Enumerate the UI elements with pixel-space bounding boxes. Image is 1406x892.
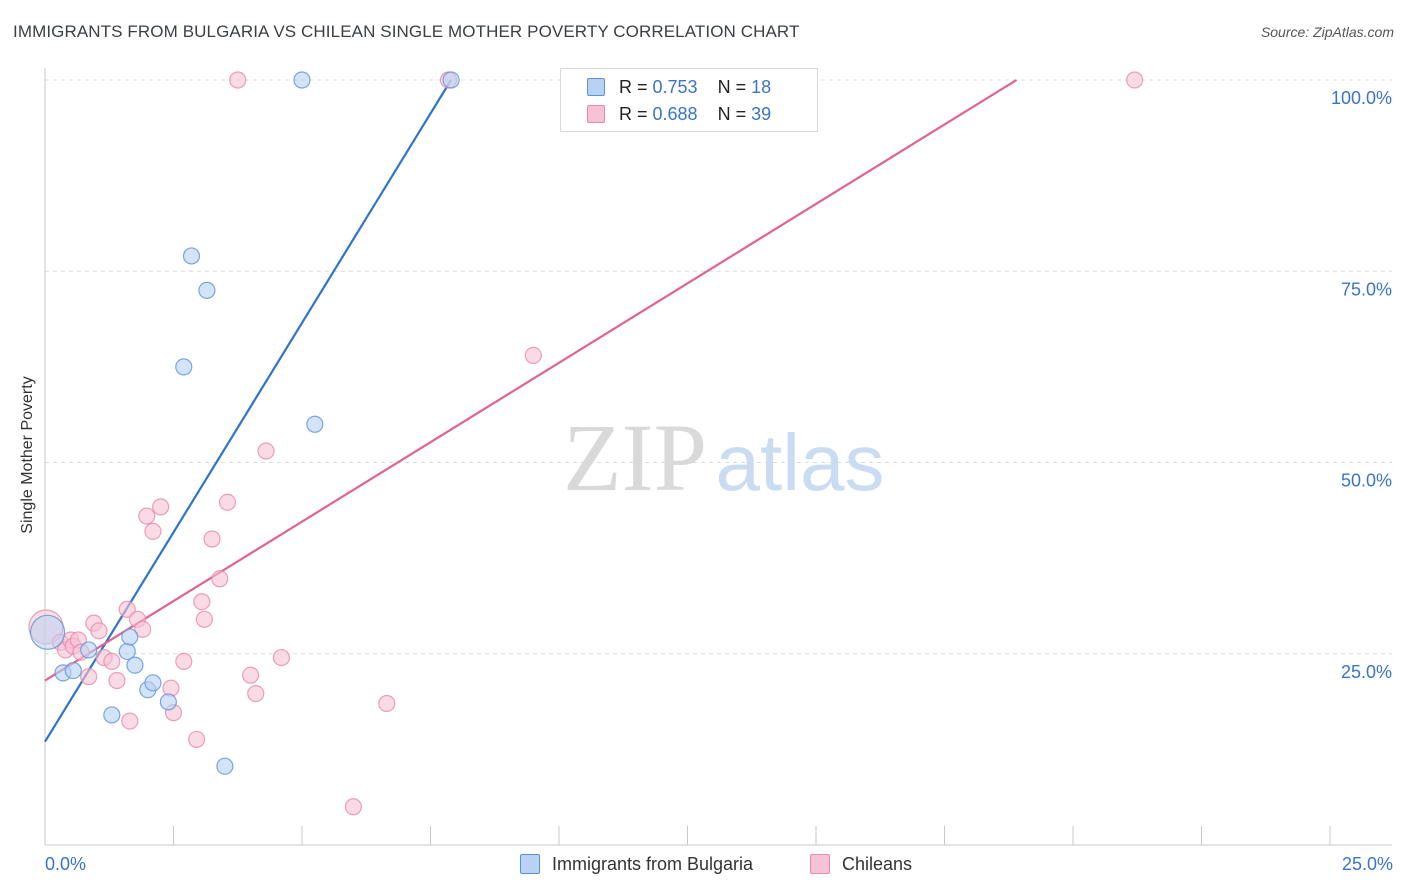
legend-swatch-pink (587, 105, 605, 123)
point-bulgaria (442, 71, 460, 89)
r-value-chileans: 0.688 (652, 103, 698, 124)
trend-line-chileans (44, 79, 1018, 682)
watermark-atlas: atlas (716, 418, 885, 507)
trend-line-bulgaria (44, 79, 452, 743)
point-chileans (218, 493, 237, 511)
point-bulgaria (126, 656, 144, 674)
point-chileans (80, 668, 98, 686)
point-chileans (203, 530, 221, 548)
bottom-legend-bulgaria: Immigrants from Bulgaria (520, 852, 753, 876)
point-chileans (272, 648, 291, 667)
point-chileans (118, 600, 136, 618)
point-bulgaria (175, 358, 193, 376)
point-bulgaria (306, 415, 324, 433)
n-label: N = (717, 76, 752, 97)
point-bulgaria (80, 641, 98, 659)
point-chileans (188, 730, 206, 749)
point-chileans (211, 570, 229, 588)
legend-swatch-pink (810, 854, 830, 874)
point-bulgaria (64, 661, 82, 680)
y-tick-label: 50.0% (1341, 471, 1392, 491)
point-chileans (195, 610, 213, 628)
point-chileans (144, 522, 162, 540)
point-chileans (138, 507, 156, 525)
chart-title: IMMIGRANTS FROM BULGARIA VS CHILEAN SING… (13, 22, 800, 41)
r-value-bulgaria: 0.753 (652, 76, 698, 97)
n-label: N = (717, 103, 752, 124)
source-credit: Source: ZipAtlas.com (1260, 24, 1394, 40)
point-chileans (134, 620, 152, 638)
n-value-chileans: 39 (751, 103, 772, 124)
point-chileans (1126, 71, 1144, 89)
point-chileans (108, 671, 126, 690)
legend-row-bulgaria: R = 0.753 N = 18 (587, 76, 771, 98)
grid-lines (45, 79, 1392, 655)
n-value-bulgaria: 18 (751, 76, 772, 97)
x-tick-label: 0.0% (45, 854, 86, 874)
point-chileans (193, 593, 211, 611)
legend-row-chileans: R = 0.688 N = 39 (587, 103, 771, 125)
point-chileans (152, 498, 170, 516)
point-chileans (524, 346, 542, 364)
trend-lines (44, 79, 1018, 743)
bottom-legend-chileans: Chileans (810, 852, 912, 876)
point-bulgaria (293, 71, 311, 89)
tick-labels: 25.0% 50.0% 75.0% 100.0% 0.0% 25.0% (45, 88, 1393, 874)
r-label: R = (619, 76, 653, 97)
correlation-legend: R = 0.753 N = 18 R = 0.688 N = 39 (560, 68, 818, 132)
point-bulgaria (198, 281, 216, 299)
y-tick-label: 75.0% (1341, 279, 1392, 299)
point-chileans (103, 652, 121, 671)
y-tick-label: 100.0% (1331, 88, 1392, 108)
axes (44, 68, 1392, 846)
x-tick-label: 25.0% (1342, 854, 1393, 874)
point-bulgaria (216, 757, 234, 775)
r-label: R = (619, 103, 653, 124)
point-chileans (247, 684, 265, 703)
point-chileans (229, 71, 247, 89)
point-chileans (242, 666, 260, 684)
point-chileans (378, 694, 396, 713)
legend-label-chileans: Chileans (842, 853, 913, 874)
point-bulgaria (103, 706, 121, 724)
point-bulgaria (144, 674, 162, 692)
y-tick-label: 25.0% (1341, 662, 1392, 682)
point-chileans (175, 652, 193, 671)
point-bulgaria (182, 247, 201, 265)
watermark-zip: ZIP (563, 404, 707, 511)
data-points (28, 71, 1144, 816)
legend-label-bulgaria: Immigrants from Bulgaria (552, 853, 754, 874)
point-bulgaria (121, 628, 139, 646)
point-chileans (121, 712, 139, 730)
legend-swatch-blue (520, 854, 540, 874)
point-chileans (90, 622, 108, 640)
point-chileans (257, 442, 275, 460)
point-bulgaria (159, 693, 177, 711)
point-chileans (344, 798, 362, 816)
point-bulgaria (29, 614, 66, 650)
legend-swatch-blue (587, 78, 605, 96)
